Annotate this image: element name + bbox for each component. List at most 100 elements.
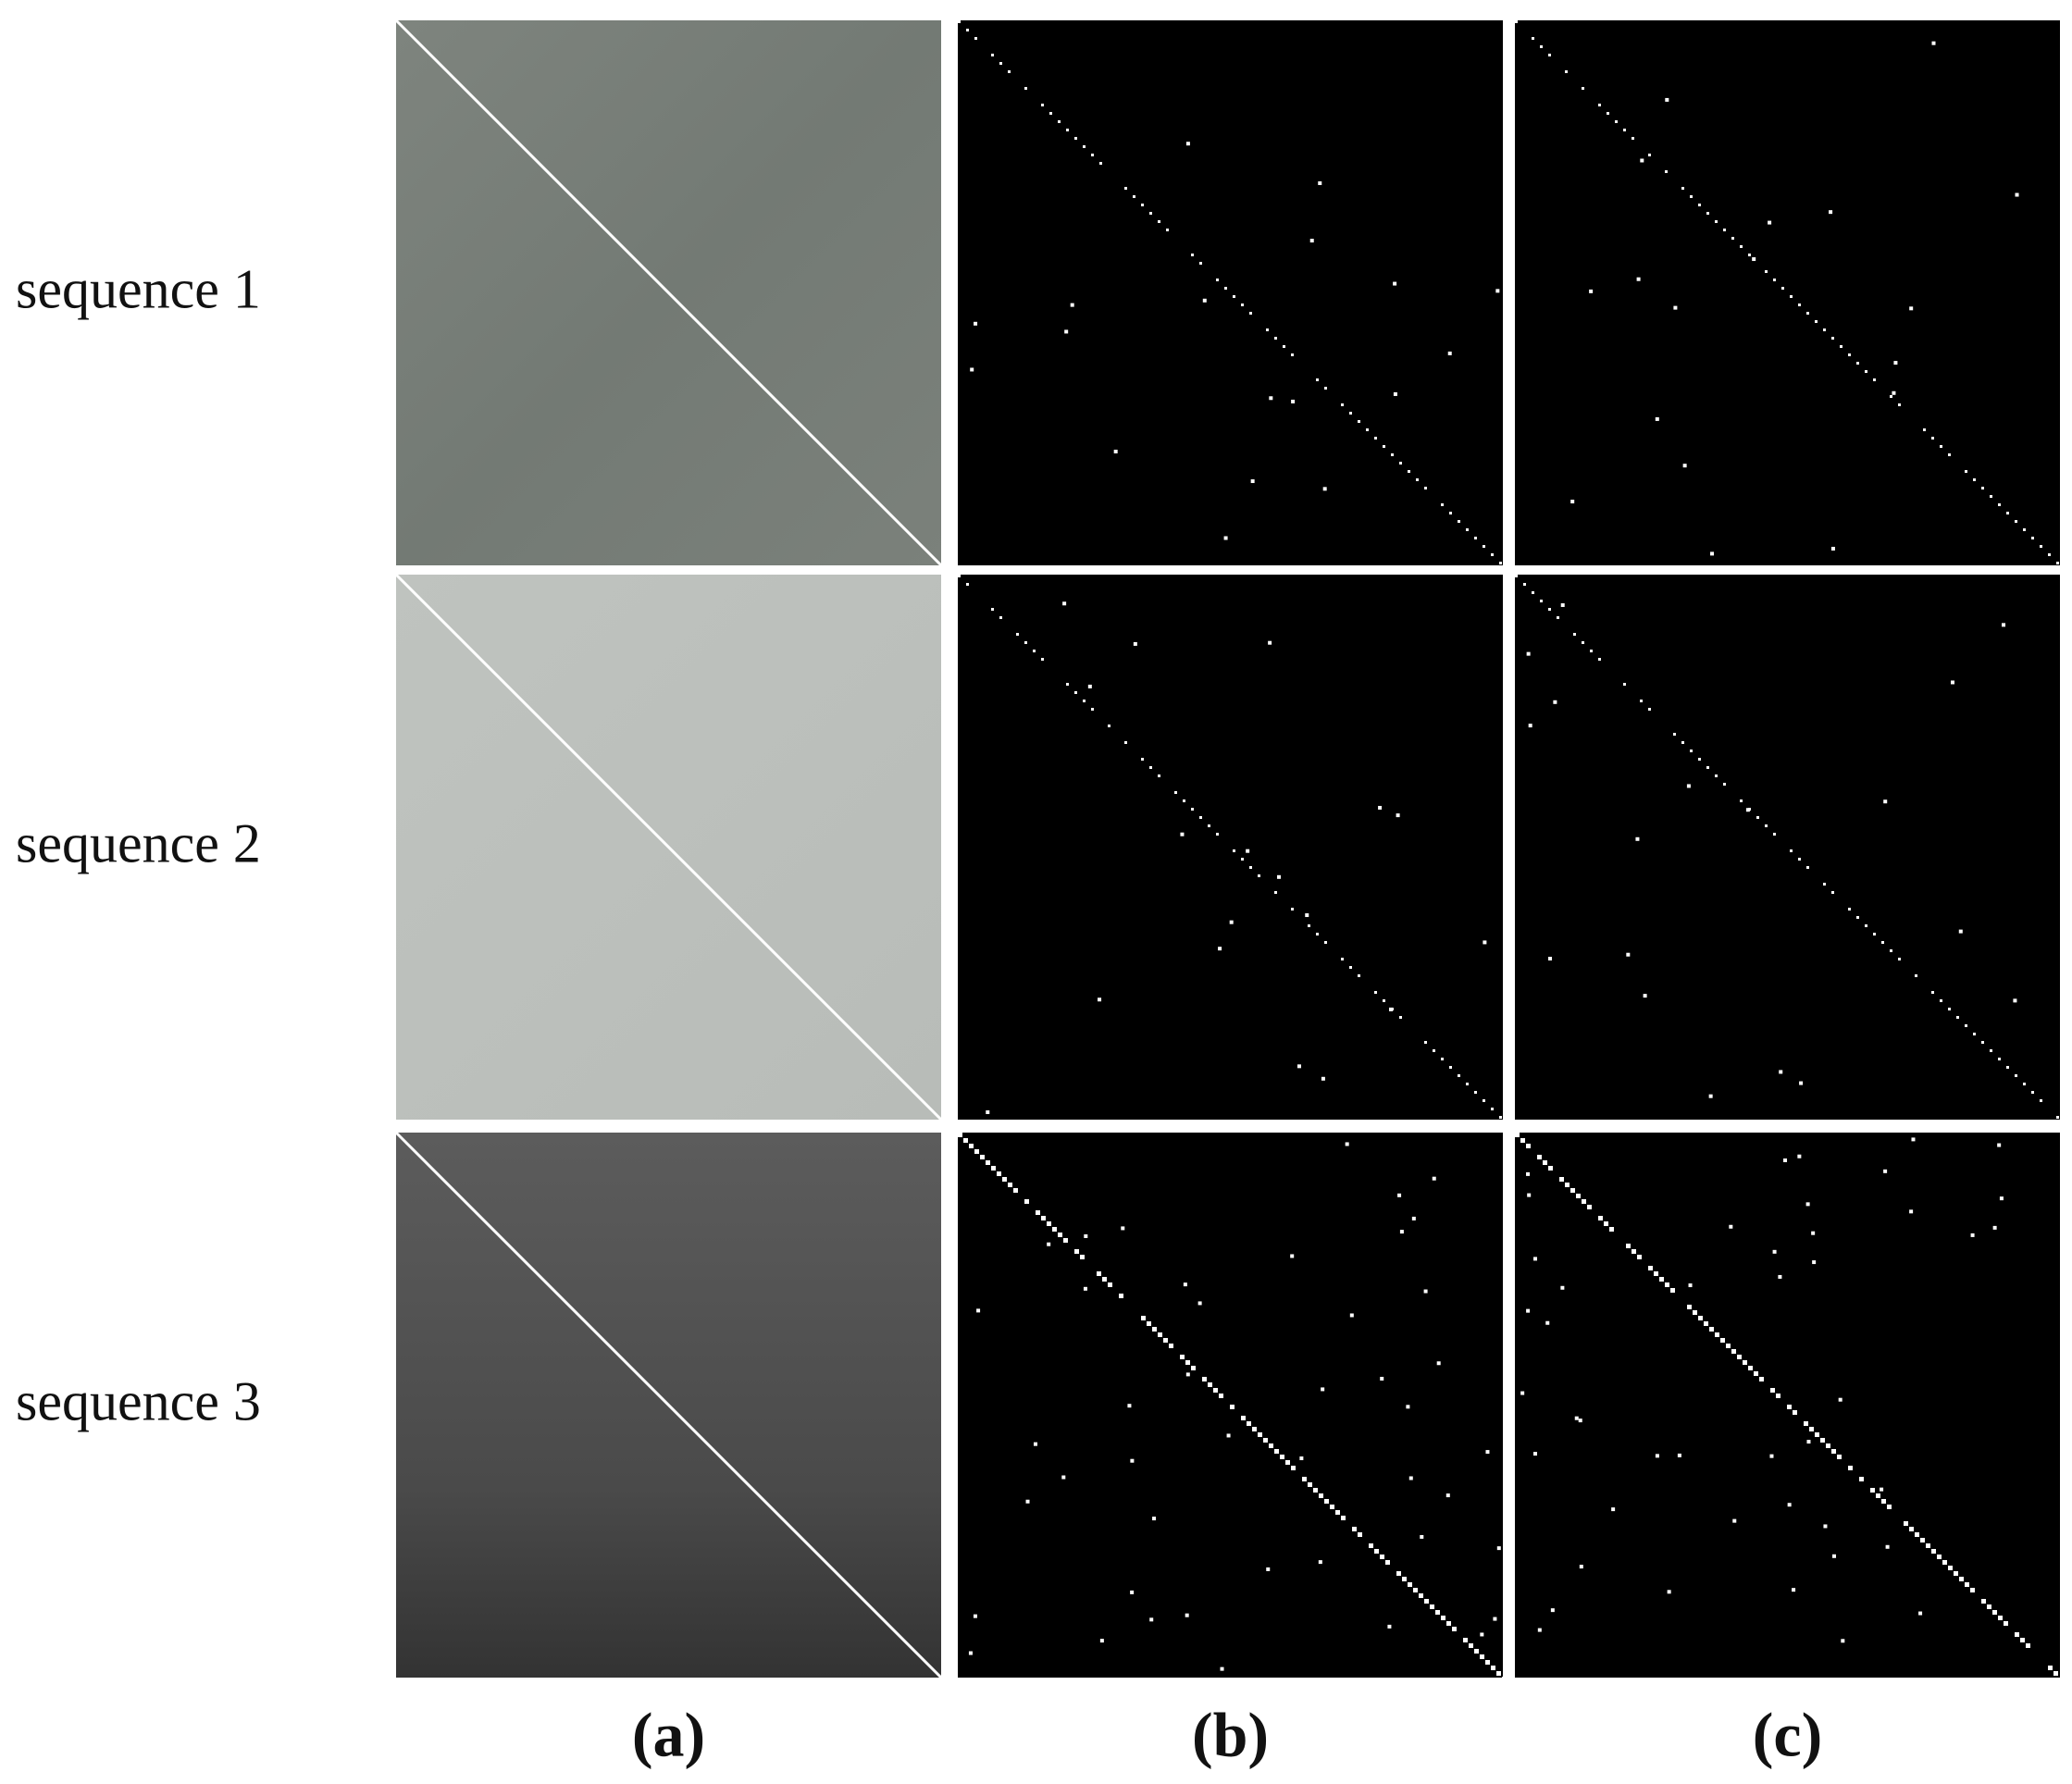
noise-dot [1797, 1154, 1802, 1158]
noise-dot [1545, 1320, 1550, 1325]
diagonal-dot [1920, 1538, 1925, 1542]
diagonal-dot [2015, 1632, 2019, 1637]
noise-dot [1667, 1590, 1671, 1594]
diagonal-dot [1413, 1588, 1418, 1592]
noise-dot [1708, 1094, 1713, 1098]
noise-dot [1378, 805, 1383, 810]
diagonal-dot [1865, 924, 1867, 927]
diagonal-dot [1840, 345, 1842, 348]
noise-dot [1130, 1458, 1135, 1463]
diagonal-dot [1998, 503, 2001, 506]
diagonal-dot [1648, 708, 1651, 711]
diagonal-dot [1648, 154, 1651, 156]
noise-dot [1349, 1313, 1354, 1318]
column-label: (a) [632, 1700, 705, 1770]
diagonal-dot [1474, 537, 1477, 539]
diagonal-dot [1274, 337, 1277, 340]
diagonal-dot [1948, 453, 1951, 456]
diagonal [394, 19, 943, 567]
noise-dot [1185, 142, 1190, 146]
noise-dot [1779, 1070, 1783, 1074]
noise-dot [1318, 1560, 1322, 1565]
diagonal-dot [1341, 958, 1344, 960]
diagonal-dot [1726, 1344, 1731, 1348]
diagonal-dot [1424, 487, 1427, 489]
diagonal-dot [1158, 220, 1160, 223]
noise-dot [1493, 1617, 1497, 1621]
diagonal-dot [1887, 1505, 1892, 1509]
noise-dot [1883, 1169, 1888, 1173]
noise-dot [1033, 1442, 1037, 1446]
diagonal-dot [1965, 1024, 1967, 1027]
diagonal-dot [1754, 1371, 1758, 1376]
noise-dot [1778, 1274, 1782, 1279]
diagonal-dot [1491, 553, 1494, 556]
noise-dot [1393, 391, 1397, 396]
noise-dot [1099, 1639, 1104, 1643]
diagonal-dot [1480, 1654, 1484, 1659]
diagonal-dot [1258, 1432, 1262, 1437]
noise-dot [1950, 680, 1954, 685]
noise-dot [1909, 1209, 1914, 1214]
diagonal-dot [1837, 1455, 1842, 1459]
noise-dot [1436, 1361, 1441, 1366]
diagonal-dot [1856, 916, 1859, 919]
noise-dot [1218, 947, 1222, 951]
noise-dot [1185, 1372, 1190, 1377]
column-label: (c) [1753, 1700, 1822, 1770]
diagonal-dot [1826, 1443, 1830, 1448]
diagonal-dot [1559, 1177, 1564, 1182]
diagonal-dot [1956, 1016, 1959, 1019]
noise-dot [1931, 41, 1936, 45]
noise-dot [1387, 1624, 1392, 1629]
diagonal-dot [1790, 295, 1793, 298]
diagonal-dot [1041, 1216, 1046, 1220]
diagonal-dot [1458, 1074, 1460, 1077]
noise-dot [1127, 1404, 1132, 1408]
noise-dot [1574, 1416, 1579, 1420]
diagonal-dot [1773, 279, 1776, 281]
noise-dot [1121, 1226, 1125, 1231]
noise-dot [1380, 1376, 1384, 1381]
diagonal-dot [1681, 741, 1684, 744]
diagonal-dot [1848, 353, 1851, 356]
diagonal-dot [1163, 1338, 1168, 1343]
noise-dot [1183, 1282, 1187, 1287]
diagonal-dot [1623, 683, 1626, 686]
diagonal-dot [1074, 691, 1077, 694]
diagonal-dot [1396, 1571, 1401, 1576]
row-label: sequence 1 [16, 258, 261, 319]
diagonal-dot [1815, 320, 1818, 323]
diagonal-dot [1715, 220, 1718, 223]
diagonal-dot [1681, 187, 1684, 190]
diagonal [394, 573, 943, 1121]
diagonal-dot [1502, 1677, 1507, 1681]
noise-dot [1420, 1534, 1424, 1539]
diagonal-dot [1515, 20, 1518, 23]
diagonal-dot [974, 1149, 979, 1154]
noise-dot [1061, 1475, 1066, 1480]
diagonal-dot [1582, 641, 1584, 644]
diagonal-dot [1341, 1516, 1346, 1520]
noise-dot [1533, 1257, 1538, 1261]
noise-dot [1732, 1518, 1737, 1523]
diagonal-dot [1385, 1560, 1390, 1565]
diagonal-dot [1765, 270, 1768, 273]
diagonal-dot [1191, 254, 1194, 256]
noise-dot [2015, 192, 2019, 197]
diagonal-dot [1313, 1488, 1318, 1493]
diagonal-dot [1266, 328, 1269, 331]
diagonal-dot [1474, 1649, 1479, 1654]
diagonal-dot [1202, 1377, 1207, 1381]
noise-dot [1485, 1450, 1490, 1455]
diagonal-dot [1615, 120, 1618, 123]
diagonal-dot [1537, 1155, 1542, 1159]
diagonal-dot [2048, 553, 2051, 556]
diagonal-dot [1491, 1108, 1494, 1110]
diagonal-dot [1274, 1449, 1279, 1454]
noise-dot [1130, 1590, 1135, 1594]
noise-dot [1626, 952, 1631, 957]
noise-dot [1276, 874, 1281, 879]
diagonal-dot [1066, 129, 1069, 131]
noise-dot [1665, 97, 1669, 102]
